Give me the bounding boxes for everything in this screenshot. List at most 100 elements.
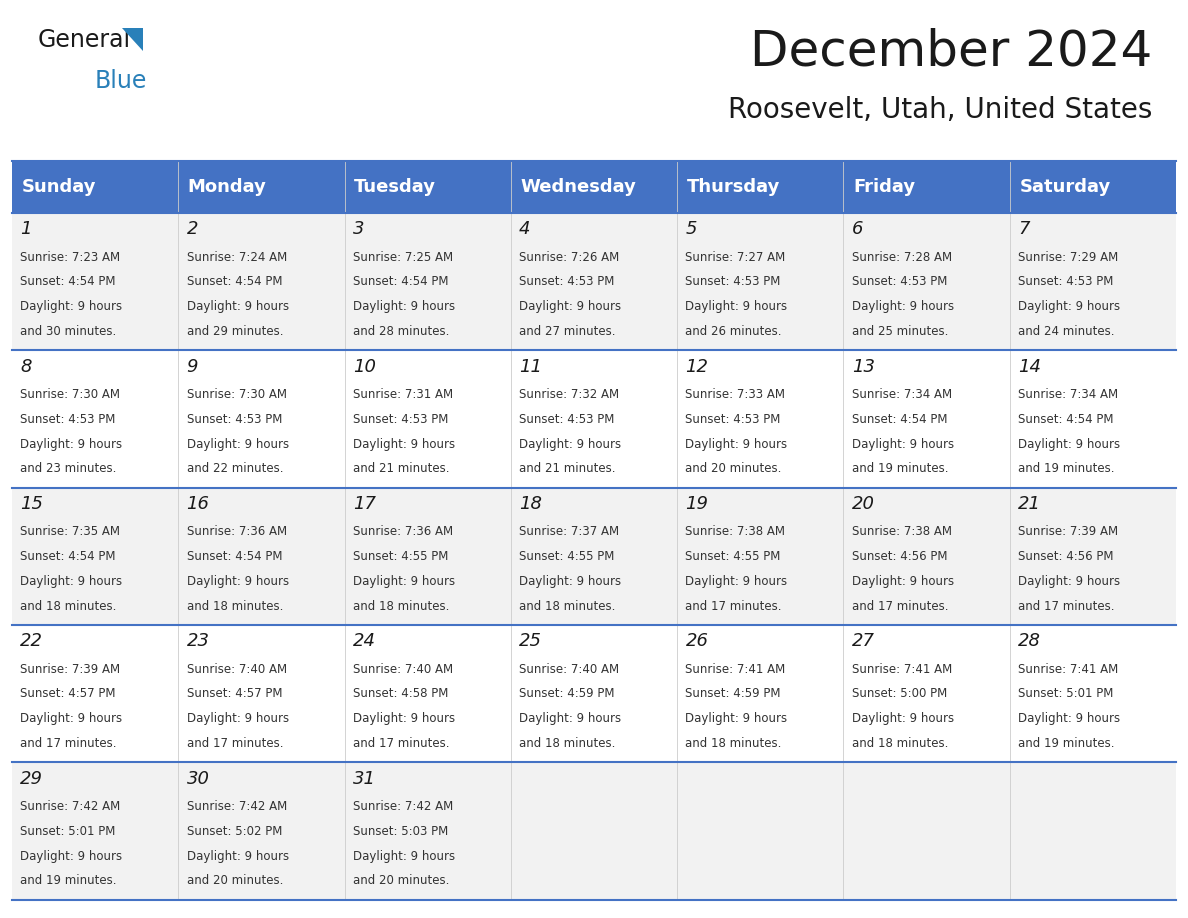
Text: Daylight: 9 hours: Daylight: 9 hours — [519, 438, 621, 451]
Text: 12: 12 — [685, 358, 708, 375]
Text: and 18 minutes.: and 18 minutes. — [519, 599, 615, 612]
Text: 23: 23 — [187, 633, 209, 650]
Text: 22: 22 — [20, 633, 43, 650]
Text: Daylight: 9 hours: Daylight: 9 hours — [519, 300, 621, 313]
Text: Daylight: 9 hours: Daylight: 9 hours — [685, 300, 788, 313]
Text: Sunset: 5:03 PM: Sunset: 5:03 PM — [353, 824, 448, 838]
Text: General: General — [38, 28, 131, 51]
Text: 2: 2 — [187, 220, 198, 239]
Text: Roosevelt, Utah, United States: Roosevelt, Utah, United States — [728, 96, 1152, 125]
Text: and 18 minutes.: and 18 minutes. — [519, 737, 615, 750]
Text: Thursday: Thursday — [687, 178, 781, 196]
Text: Daylight: 9 hours: Daylight: 9 hours — [519, 712, 621, 725]
Text: Sunset: 5:01 PM: Sunset: 5:01 PM — [20, 824, 115, 838]
Text: Sunset: 4:54 PM: Sunset: 4:54 PM — [353, 275, 448, 288]
Text: and 19 minutes.: and 19 minutes. — [20, 874, 116, 888]
Text: Daylight: 9 hours: Daylight: 9 hours — [1018, 575, 1120, 588]
Text: 14: 14 — [1018, 358, 1041, 375]
Text: Daylight: 9 hours: Daylight: 9 hours — [187, 300, 289, 313]
Text: Daylight: 9 hours: Daylight: 9 hours — [187, 712, 289, 725]
Text: 8: 8 — [20, 358, 32, 375]
Text: and 21 minutes.: and 21 minutes. — [519, 463, 615, 476]
Text: Sunset: 4:53 PM: Sunset: 4:53 PM — [353, 413, 448, 426]
Text: and 18 minutes.: and 18 minutes. — [353, 599, 449, 612]
Text: Sunrise: 7:26 AM: Sunrise: 7:26 AM — [519, 251, 619, 263]
Text: 29: 29 — [20, 769, 43, 788]
Text: and 18 minutes.: and 18 minutes. — [187, 599, 283, 612]
Text: 20: 20 — [852, 495, 874, 513]
Text: Daylight: 9 hours: Daylight: 9 hours — [20, 438, 122, 451]
Text: Sunset: 4:58 PM: Sunset: 4:58 PM — [353, 688, 448, 700]
Text: Daylight: 9 hours: Daylight: 9 hours — [187, 438, 289, 451]
Text: Sunrise: 7:36 AM: Sunrise: 7:36 AM — [187, 525, 286, 538]
Text: and 20 minutes.: and 20 minutes. — [187, 874, 283, 888]
Text: Daylight: 9 hours: Daylight: 9 hours — [1018, 438, 1120, 451]
Text: Sunrise: 7:41 AM: Sunrise: 7:41 AM — [852, 663, 952, 676]
Text: Sunset: 4:53 PM: Sunset: 4:53 PM — [1018, 275, 1113, 288]
Text: Sunrise: 7:37 AM: Sunrise: 7:37 AM — [519, 525, 619, 538]
Text: Sunrise: 7:24 AM: Sunrise: 7:24 AM — [187, 251, 286, 263]
Text: Sunset: 5:02 PM: Sunset: 5:02 PM — [187, 824, 282, 838]
Text: Sunset: 4:54 PM: Sunset: 4:54 PM — [852, 413, 947, 426]
Text: Daylight: 9 hours: Daylight: 9 hours — [1018, 712, 1120, 725]
Text: Daylight: 9 hours: Daylight: 9 hours — [187, 849, 289, 863]
Bar — [12, 161, 1176, 213]
Text: Daylight: 9 hours: Daylight: 9 hours — [353, 438, 455, 451]
Text: Sunrise: 7:38 AM: Sunrise: 7:38 AM — [685, 525, 785, 538]
Text: and 22 minutes.: and 22 minutes. — [187, 463, 283, 476]
Text: Sunset: 4:53 PM: Sunset: 4:53 PM — [519, 413, 614, 426]
Text: Blue: Blue — [95, 69, 147, 93]
Polygon shape — [122, 28, 143, 51]
Text: and 30 minutes.: and 30 minutes. — [20, 325, 116, 338]
Text: Saturday: Saturday — [1019, 178, 1111, 196]
Text: Sunset: 4:53 PM: Sunset: 4:53 PM — [852, 275, 947, 288]
Text: and 17 minutes.: and 17 minutes. — [20, 737, 116, 750]
Text: December 2024: December 2024 — [750, 28, 1152, 75]
Text: Sunset: 5:01 PM: Sunset: 5:01 PM — [1018, 688, 1113, 700]
Text: Sunrise: 7:41 AM: Sunrise: 7:41 AM — [1018, 663, 1118, 676]
Text: 26: 26 — [685, 633, 708, 650]
Text: Sunset: 4:55 PM: Sunset: 4:55 PM — [685, 550, 781, 563]
Text: Daylight: 9 hours: Daylight: 9 hours — [852, 712, 954, 725]
Text: 6: 6 — [852, 220, 864, 239]
Text: Sunrise: 7:29 AM: Sunrise: 7:29 AM — [1018, 251, 1118, 263]
Text: and 19 minutes.: and 19 minutes. — [1018, 737, 1114, 750]
Text: Sunset: 4:53 PM: Sunset: 4:53 PM — [187, 413, 282, 426]
Text: 28: 28 — [1018, 633, 1041, 650]
Text: 24: 24 — [353, 633, 375, 650]
Text: Tuesday: Tuesday — [354, 178, 436, 196]
Text: Daylight: 9 hours: Daylight: 9 hours — [852, 300, 954, 313]
Text: and 19 minutes.: and 19 minutes. — [852, 463, 948, 476]
Text: Daylight: 9 hours: Daylight: 9 hours — [20, 575, 122, 588]
Text: and 17 minutes.: and 17 minutes. — [353, 737, 449, 750]
Text: and 25 minutes.: and 25 minutes. — [852, 325, 948, 338]
Text: Sunrise: 7:28 AM: Sunrise: 7:28 AM — [852, 251, 952, 263]
Text: Daylight: 9 hours: Daylight: 9 hours — [852, 575, 954, 588]
Text: Sunrise: 7:40 AM: Sunrise: 7:40 AM — [353, 663, 453, 676]
Text: Sunrise: 7:30 AM: Sunrise: 7:30 AM — [187, 388, 286, 401]
Text: 31: 31 — [353, 769, 375, 788]
Text: and 29 minutes.: and 29 minutes. — [187, 325, 283, 338]
Text: and 24 minutes.: and 24 minutes. — [1018, 325, 1114, 338]
Text: and 17 minutes.: and 17 minutes. — [852, 599, 948, 612]
Text: and 18 minutes.: and 18 minutes. — [20, 599, 116, 612]
Text: Daylight: 9 hours: Daylight: 9 hours — [353, 712, 455, 725]
Text: and 20 minutes.: and 20 minutes. — [685, 463, 782, 476]
Text: 1: 1 — [20, 220, 32, 239]
Text: 16: 16 — [187, 495, 209, 513]
Text: Sunrise: 7:25 AM: Sunrise: 7:25 AM — [353, 251, 453, 263]
Text: Sunset: 4:53 PM: Sunset: 4:53 PM — [685, 275, 781, 288]
Text: 15: 15 — [20, 495, 43, 513]
Text: Sunday: Sunday — [21, 178, 96, 196]
Text: and 21 minutes.: and 21 minutes. — [353, 463, 449, 476]
Text: Sunrise: 7:38 AM: Sunrise: 7:38 AM — [852, 525, 952, 538]
Text: Sunrise: 7:34 AM: Sunrise: 7:34 AM — [1018, 388, 1118, 401]
Text: Sunset: 4:53 PM: Sunset: 4:53 PM — [685, 413, 781, 426]
Text: Daylight: 9 hours: Daylight: 9 hours — [353, 575, 455, 588]
Text: Sunset: 4:56 PM: Sunset: 4:56 PM — [1018, 550, 1113, 563]
Text: Sunrise: 7:33 AM: Sunrise: 7:33 AM — [685, 388, 785, 401]
Text: Daylight: 9 hours: Daylight: 9 hours — [353, 300, 455, 313]
Text: and 17 minutes.: and 17 minutes. — [685, 599, 782, 612]
Text: Daylight: 9 hours: Daylight: 9 hours — [1018, 300, 1120, 313]
Text: Sunset: 4:55 PM: Sunset: 4:55 PM — [353, 550, 448, 563]
